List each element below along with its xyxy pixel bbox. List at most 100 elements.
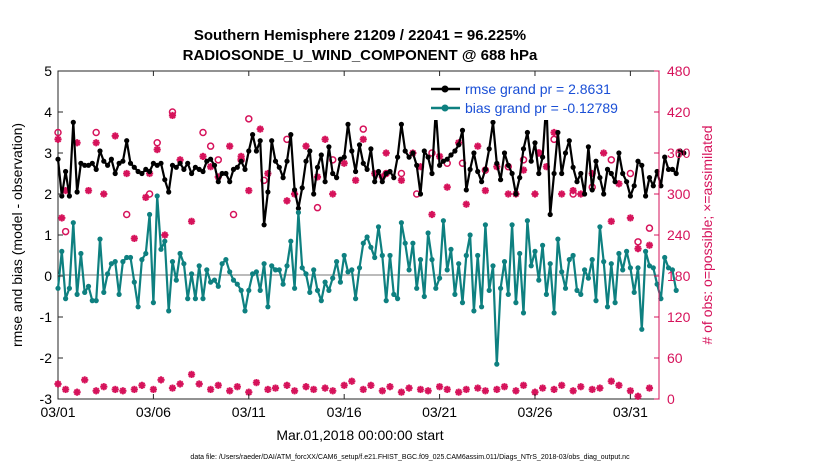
data-point-bias bbox=[368, 244, 374, 250]
data-point-bias bbox=[162, 238, 168, 244]
obs-assimilated-marker bbox=[443, 183, 451, 191]
x-tick-label: 03/11 bbox=[232, 404, 266, 420]
data-point-rmse bbox=[425, 154, 431, 160]
obs-low-count-marker bbox=[138, 381, 146, 389]
obs-low-count-marker bbox=[81, 376, 89, 384]
data-point-rmse bbox=[89, 160, 95, 166]
data-point-rmse bbox=[391, 175, 397, 181]
data-point-rmse bbox=[97, 148, 103, 154]
data-point-rmse bbox=[349, 148, 355, 154]
y2-tick-label: 120 bbox=[667, 309, 691, 325]
data-point-bias bbox=[662, 254, 668, 261]
obs-possible-marker bbox=[313, 203, 322, 212]
data-point-rmse bbox=[55, 156, 61, 162]
data-point-bias bbox=[604, 304, 611, 310]
obs-assimilated-marker bbox=[607, 217, 615, 225]
data-point-bias bbox=[158, 246, 164, 252]
legend-bias-label: bias grand pr = -0.12789 bbox=[465, 100, 618, 116]
obs-possible-marker bbox=[122, 210, 131, 219]
data-point-bias bbox=[543, 291, 550, 297]
obs-low-count-marker bbox=[264, 385, 272, 394]
y2-tick-label: 480 bbox=[667, 63, 691, 79]
obs-low-count-marker bbox=[100, 383, 108, 391]
obs-low-count-marker bbox=[214, 381, 222, 389]
data-point-bias bbox=[280, 281, 286, 287]
y2-tick-label: 60 bbox=[667, 350, 683, 366]
obs-assimilated-marker bbox=[226, 142, 234, 150]
obs-assimilated-marker bbox=[600, 149, 608, 157]
obs-assimilated-marker bbox=[84, 186, 93, 195]
data-point-bias bbox=[433, 285, 439, 291]
data-point-rmse bbox=[234, 164, 240, 170]
obs-low-count-marker bbox=[168, 384, 177, 392]
data-point-bias bbox=[559, 269, 565, 275]
data-point-bias bbox=[227, 269, 233, 275]
data-point-rmse bbox=[410, 150, 416, 156]
data-point-bias bbox=[562, 285, 569, 291]
data-point-bias bbox=[135, 304, 141, 310]
data-point-bias bbox=[219, 261, 225, 267]
obs-low-count-marker bbox=[607, 377, 615, 385]
y2-tick-label: 420 bbox=[667, 104, 691, 120]
obs-low-count-marker bbox=[359, 385, 367, 394]
data-point-bias bbox=[112, 259, 118, 265]
data-point-rmse bbox=[330, 170, 336, 177]
data-point-bias bbox=[116, 291, 122, 297]
data-point-rmse bbox=[551, 170, 557, 177]
data-point-bias bbox=[311, 267, 317, 273]
obs-assimilated-marker bbox=[123, 169, 131, 178]
data-point-bias bbox=[421, 293, 427, 300]
obs-possible-marker bbox=[61, 227, 70, 236]
data-point-bias bbox=[593, 298, 599, 304]
data-point-rmse bbox=[341, 154, 347, 160]
obs-possible-marker bbox=[206, 142, 215, 150]
data-point-rmse bbox=[318, 152, 324, 158]
obs-low-count-marker bbox=[271, 384, 280, 392]
data-point-rmse bbox=[177, 160, 183, 166]
x-tick-label: 03/26 bbox=[517, 404, 552, 420]
data-point-bias bbox=[635, 265, 641, 271]
data-point-rmse bbox=[59, 193, 65, 199]
obs-assimilated-marker bbox=[462, 200, 470, 208]
y2-axis-ticks: 0 60 120 180 240 300 360 420 480 bbox=[654, 63, 691, 407]
obs-assimilated-marker bbox=[577, 190, 585, 198]
data-point-rmse bbox=[147, 168, 153, 175]
data-point-rmse bbox=[246, 148, 252, 154]
series-lines bbox=[55, 99, 687, 367]
x-tick-label: 03/16 bbox=[327, 404, 362, 420]
data-point-bias bbox=[127, 254, 134, 261]
data-point-rmse bbox=[597, 175, 603, 181]
chart-title-line1: Southern Hemisphere 21209 / 22041 = 96.2… bbox=[194, 27, 526, 44]
data-point-bias bbox=[356, 265, 363, 271]
data-point-rmse bbox=[272, 158, 279, 164]
obs-low-count-marker bbox=[252, 379, 261, 387]
y-tick-label: 1 bbox=[44, 227, 52, 243]
legend: rmse grand pr = 2.8631 bias grand pr = -… bbox=[425, 78, 647, 120]
x-axis-label: Mar.01,2018 00:00:00 start bbox=[276, 427, 443, 443]
data-point-bias bbox=[555, 236, 561, 242]
obs-assimilated-marker bbox=[199, 152, 207, 161]
obs-assimilated-marker bbox=[397, 176, 406, 184]
obs-low-count-marker bbox=[130, 385, 138, 394]
data-point-bias bbox=[486, 287, 492, 293]
y-tick-label: 0 bbox=[44, 268, 52, 284]
data-point-rmse bbox=[219, 170, 225, 177]
data-point-bias bbox=[383, 298, 389, 304]
data-point-bias bbox=[55, 285, 61, 291]
data-point-rmse bbox=[486, 146, 492, 152]
data-point-bias bbox=[513, 300, 519, 306]
data-point-bias bbox=[627, 265, 634, 271]
obs-low-count-marker bbox=[176, 380, 184, 388]
data-point-rmse bbox=[429, 170, 435, 177]
obs-assimilated-marker bbox=[111, 132, 119, 140]
data-point-bias bbox=[211, 277, 218, 283]
data-point-rmse bbox=[414, 162, 420, 168]
data-point-rmse bbox=[158, 160, 164, 166]
data-point-rmse bbox=[589, 187, 595, 193]
data-point-bias bbox=[582, 267, 588, 273]
data-point-bias bbox=[272, 267, 279, 273]
obs-low-count-marker bbox=[634, 392, 642, 400]
obs-low-count-marker bbox=[329, 387, 337, 395]
y-axis-label: rmse and bias (model - observation) bbox=[9, 123, 25, 347]
data-point-rmse bbox=[681, 150, 687, 156]
